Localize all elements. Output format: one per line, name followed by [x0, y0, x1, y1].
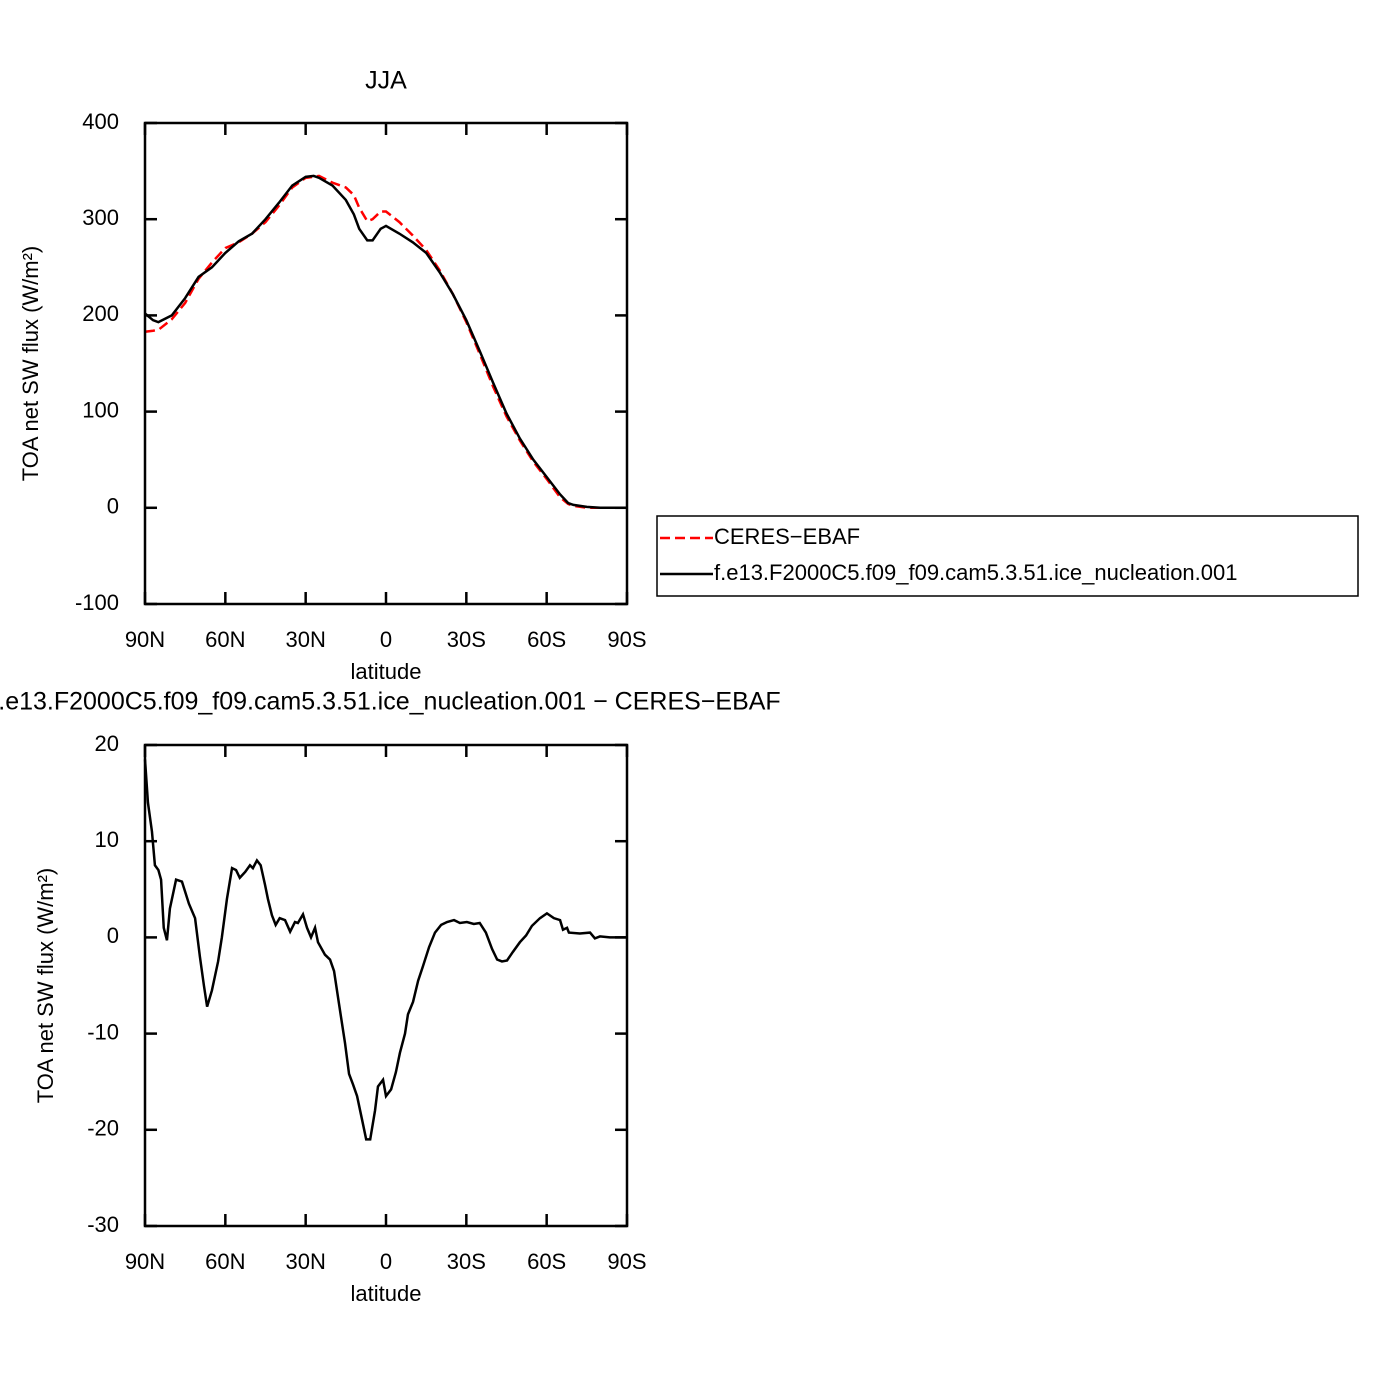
x-axis-label: latitude — [351, 659, 422, 684]
y-tick-label: -10 — [87, 1019, 119, 1044]
legend-box — [656, 515, 1359, 597]
x-tick-label: 60S — [527, 627, 566, 652]
y-tick-label: 20 — [95, 731, 119, 756]
data-line — [144, 174, 627, 510]
chart-title: JJA — [365, 67, 407, 95]
plot-frame — [143, 743, 629, 1228]
x-tick-label: 60N — [205, 1249, 245, 1274]
x-tick-label: 90S — [607, 1249, 646, 1274]
y-tick-label: 0 — [107, 494, 119, 519]
y-tick-label: -100 — [75, 590, 119, 615]
y-axis-label: TOA net SW flux (W/m²) — [18, 246, 43, 482]
x-tick-label: 30S — [447, 627, 486, 652]
x-axis-label: latitude — [351, 1281, 422, 1306]
x-tick-label: 30N — [285, 1249, 325, 1274]
y-axis-label: TOA net SW flux (W/m²) — [33, 868, 58, 1104]
x-tick-label: 90S — [607, 627, 646, 652]
y-tick-label: -30 — [87, 1212, 119, 1237]
x-tick-label: 0 — [380, 1249, 392, 1274]
y-tick-label: 100 — [82, 397, 119, 422]
y-tick-label: 10 — [95, 827, 119, 852]
x-tick-label: 30N — [285, 627, 325, 652]
x-tick-label: 90N — [125, 627, 165, 652]
chart-title: f.e13.F2000C5.f09_f09.cam5.3.51.ice_nucl… — [0, 688, 781, 716]
x-tick-label: 90N — [125, 1249, 165, 1274]
x-tick-label: 0 — [380, 627, 392, 652]
y-tick-label: -20 — [87, 1116, 119, 1141]
plot-frame — [143, 121, 629, 606]
x-tick-label: 60S — [527, 1249, 566, 1274]
legend-label: CERES−EBAF — [714, 524, 860, 549]
x-tick-label: 30S — [447, 1249, 486, 1274]
y-tick-label: 200 — [82, 301, 119, 326]
data-line — [143, 759, 627, 1141]
y-tick-label: 400 — [82, 109, 119, 134]
y-tick-label: 300 — [82, 205, 119, 230]
x-tick-label: 60N — [205, 627, 245, 652]
legend-label: f.e13.F2000C5.f09_f09.cam5.3.51.ice_nucl… — [714, 560, 1238, 585]
y-tick-label: 0 — [107, 923, 119, 948]
